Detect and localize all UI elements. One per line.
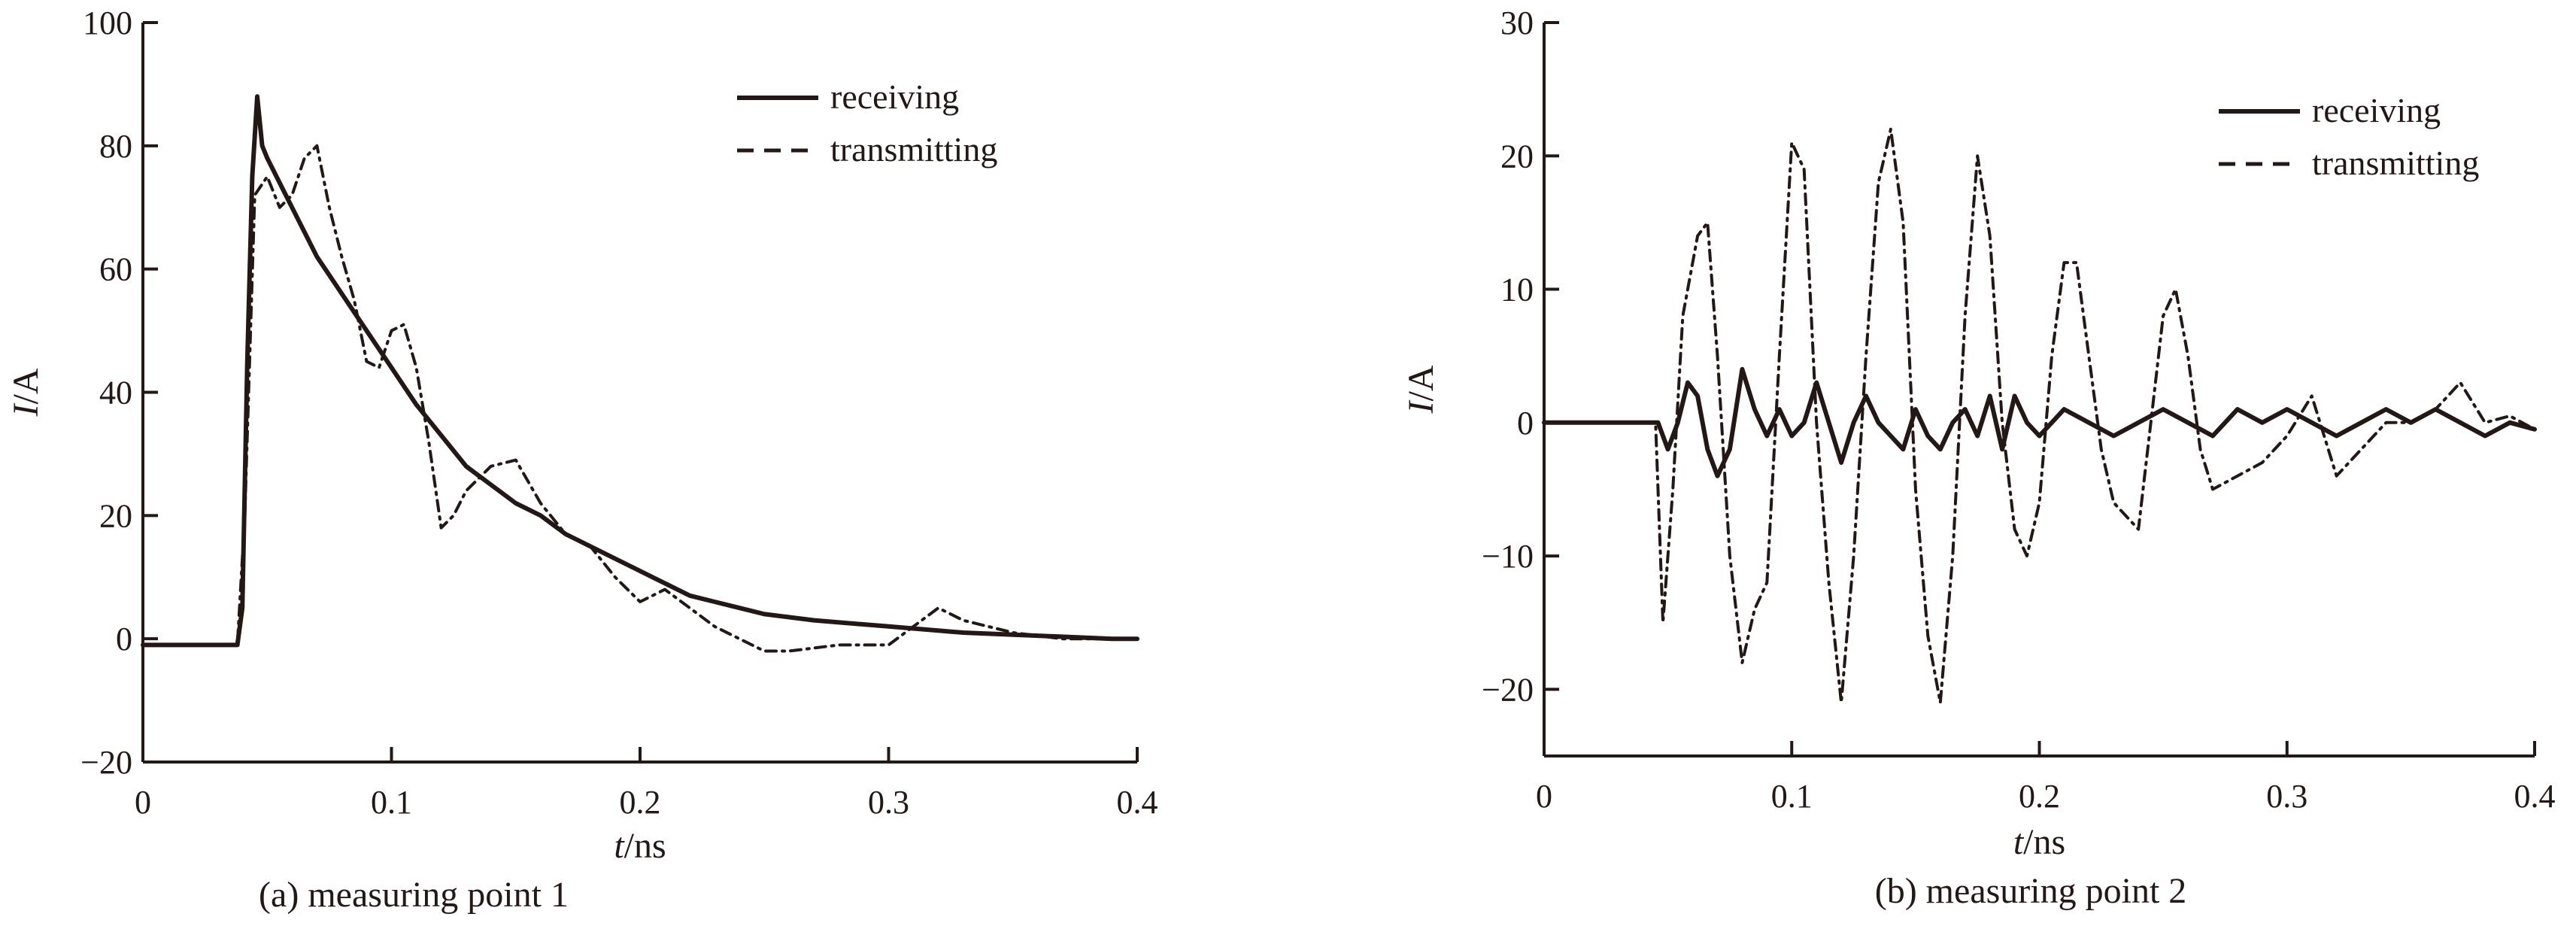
chart-b-y-tick-label: 0 <box>1517 405 1534 442</box>
chart-a-x-tick-label: 0 <box>135 784 151 821</box>
chart-b-x-tick-label: 0 <box>1536 778 1552 815</box>
chart-b-legend-label-receiving: receiving <box>2312 91 2441 129</box>
chart-b-y-tick-label: 10 <box>1500 272 1534 308</box>
chart-a-series-transmitting <box>141 144 1139 653</box>
chart-b-x-tick-label: 0.4 <box>2514 778 2556 815</box>
chart-b: −20 −10 0 10 20 30 0 0.1 0.2 0.3 0.4 t/ns I/A receivi… <box>1401 5 2556 911</box>
chart-b-y-tick-label: −20 <box>1482 671 1534 708</box>
chart-a-y-tick-label: 100 <box>83 5 132 41</box>
chart-a-y-tick-label: 20 <box>99 497 132 534</box>
chart-b-y-axis-label: I/A <box>1401 365 1441 414</box>
chart-a-legend-label-receiving: receiving <box>830 77 959 116</box>
chart-b-legend: receiving transmitting <box>2219 91 2479 182</box>
chart-a-x-tick-label: 0.2 <box>620 784 661 821</box>
chart-b-y-tick-label: 20 <box>1500 138 1534 175</box>
chart-b-x-tick-label: 0.2 <box>2019 778 2060 815</box>
chart-a-x-tick-label: 0.4 <box>1117 784 1158 821</box>
chart-b-caption: (b) measuring point 2 <box>1875 871 2187 911</box>
chart-a-legend-label-transmitting: transmitting <box>830 130 997 168</box>
chart-b-y-tick-label: 30 <box>1500 5 1534 41</box>
chart-b-y-tick-label: −10 <box>1482 538 1534 575</box>
chart-a-series-receiving <box>141 94 1139 648</box>
chart-a-y-tick-label: 0 <box>116 621 132 657</box>
chart-b-series-receiving <box>1542 366 2537 478</box>
chart-a-y-tick-label: 60 <box>99 251 132 288</box>
chart-a-legend: receiving transmitting <box>737 77 997 168</box>
chart-b-series-transmitting <box>1543 127 2536 705</box>
chart-a-y-tick-label: −20 <box>80 744 132 781</box>
chart-b-x-axis-label: t/ns <box>2013 822 2065 862</box>
chart-a-caption: (a) measuring point 1 <box>259 875 569 915</box>
chart-a-y-tick-label: 80 <box>99 128 132 165</box>
chart-a-x-axis-label: t/ns <box>614 826 666 866</box>
chart-b-x-tick-label: 0.3 <box>2266 778 2307 815</box>
chart-a-x-tick-label: 0.1 <box>371 784 412 821</box>
chart-b-x-tick-label: 0.1 <box>1771 778 1813 815</box>
chart-a-x-tick-label: 0.3 <box>868 784 909 821</box>
chart-a-y-axis-label: I/A <box>6 368 46 417</box>
chart-b-legend-label-transmitting: transmitting <box>2312 144 2479 182</box>
chart-a-y-tick-label: 40 <box>99 375 132 411</box>
